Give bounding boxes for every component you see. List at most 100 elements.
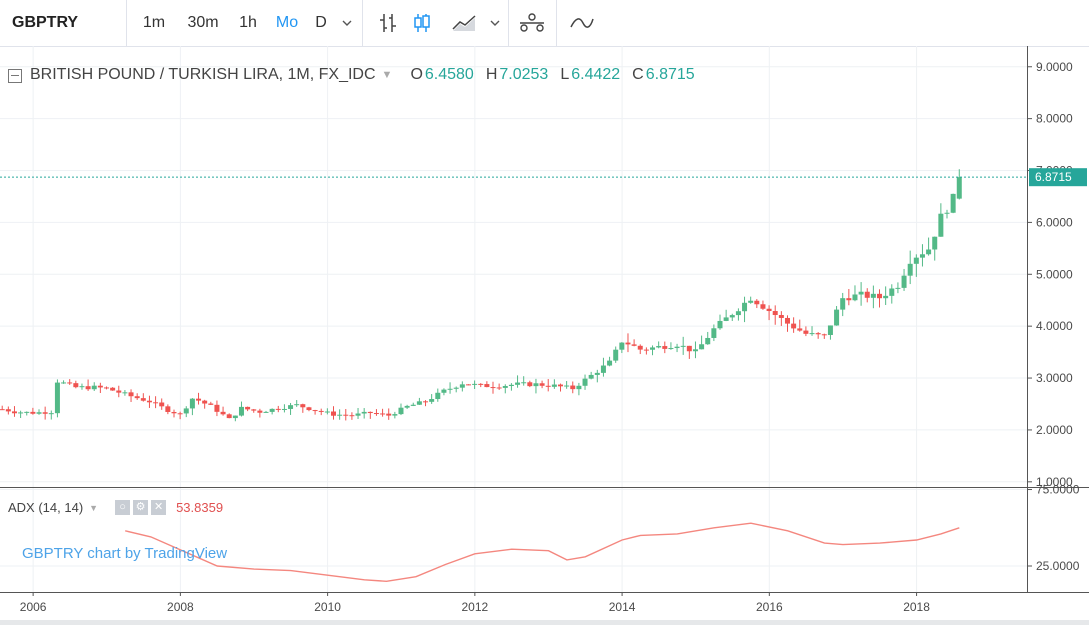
- candle-body: [717, 320, 723, 329]
- candle-body: [245, 406, 251, 410]
- close-value: 6.8715: [645, 66, 695, 83]
- axes: 1.00002.00003.00004.00005.00006.00007.00…: [0, 46, 1089, 625]
- candle-body: [907, 263, 913, 276]
- close-icon[interactable]: ✕: [151, 500, 167, 515]
- candle-body: [557, 384, 563, 387]
- chevron-down-icon[interactable]: ▼: [381, 69, 393, 81]
- low-value: 6.4422: [571, 66, 621, 83]
- time-tick-label: 2016: [756, 600, 783, 614]
- candle-body: [30, 411, 36, 414]
- candle-body: [539, 383, 545, 386]
- interval-1h[interactable]: 1h: [239, 14, 257, 31]
- chart-area[interactable]: 1.00002.00003.00004.00005.00006.00007.00…: [0, 46, 1089, 625]
- candle-body: [748, 300, 754, 303]
- time-tick-label: 2006: [20, 600, 47, 614]
- candle-body: [533, 383, 539, 387]
- gear-icon[interactable]: ⚙: [133, 500, 149, 515]
- candle-body: [349, 415, 355, 417]
- candle-body: [729, 315, 735, 318]
- indicator-legend: ADX (14, 14) ▼ ○ ⚙ ✕ 53.8359: [8, 500, 223, 515]
- candle-body: [337, 414, 343, 416]
- chevron-down-icon[interactable]: [338, 0, 356, 46]
- candle-body: [79, 386, 85, 388]
- candle-body: [251, 409, 257, 411]
- candle-body: [386, 413, 392, 416]
- candle-body: [588, 374, 594, 379]
- candle-body: [159, 402, 165, 407]
- interval-d[interactable]: D: [315, 14, 327, 31]
- candle-body: [607, 360, 613, 366]
- candle-body: [416, 401, 422, 405]
- eye-icon[interactable]: ○: [115, 500, 131, 515]
- candle-body: [797, 328, 803, 331]
- chevron-down-icon[interactable]: [486, 0, 504, 46]
- candle-body: [938, 213, 944, 237]
- candle-body: [858, 291, 864, 295]
- candle-body: [275, 408, 281, 410]
- candle-body: [570, 385, 576, 390]
- symbol-search[interactable]: GBPTRY: [12, 14, 79, 31]
- interval-mo[interactable]: Mo: [275, 14, 299, 31]
- candle-body: [257, 410, 263, 413]
- price-tick-label: 6.0000: [1036, 215, 1073, 229]
- indicator-icon[interactable]: [562, 0, 602, 46]
- candle-body: [330, 411, 336, 416]
- candle-body: [177, 413, 183, 415]
- candle-body: [742, 302, 748, 312]
- compare-icon[interactable]: [512, 0, 552, 46]
- interval-30m[interactable]: 30m: [187, 14, 219, 31]
- candle-body: [662, 346, 668, 349]
- candle-body: [619, 342, 625, 350]
- candle-body: [754, 300, 760, 305]
- candle-body: [502, 386, 508, 388]
- chevron-down-icon[interactable]: ▼: [89, 502, 99, 513]
- candle-body: [116, 390, 122, 393]
- close-label: C: [632, 66, 644, 83]
- candle-body: [165, 406, 171, 412]
- candle-body: [429, 399, 435, 402]
- candle-body: [956, 177, 962, 199]
- candle-body: [932, 236, 938, 250]
- candle-body: [901, 275, 907, 288]
- candlestick-icon[interactable]: [406, 0, 438, 46]
- candle-body: [404, 405, 410, 408]
- candle-body: [423, 401, 429, 403]
- series-title: BRITISH POUND / TURKISH LIRA, 1M, FX_IDC: [30, 66, 376, 83]
- candle-body: [674, 346, 680, 349]
- open-value: 6.4580: [424, 66, 474, 83]
- candle-body: [846, 298, 852, 301]
- candle-body: [472, 383, 478, 385]
- candle-body: [48, 413, 54, 415]
- candle-body: [189, 398, 195, 409]
- candle-body: [692, 349, 698, 352]
- candle-body: [711, 328, 717, 338]
- time-tick-label: 2008: [167, 600, 194, 614]
- candle-body: [5, 409, 11, 412]
- candle-body: [613, 349, 619, 361]
- interval-1m[interactable]: 1m: [142, 14, 166, 31]
- candle-body: [478, 383, 484, 385]
- candle-body: [214, 404, 220, 412]
- area-chart-icon[interactable]: [446, 0, 482, 46]
- candle-body: [0, 409, 5, 411]
- candle-body: [699, 344, 705, 350]
- candle-body: [551, 384, 557, 387]
- candle-body: [67, 382, 73, 384]
- candle-body: [380, 413, 386, 415]
- candle-body: [128, 392, 134, 397]
- candle-body: [564, 385, 570, 387]
- bar-chart-icon[interactable]: [372, 0, 404, 46]
- candle-body: [226, 414, 232, 419]
- collapse-icon[interactable]: [8, 69, 22, 83]
- price-tick-label: 8.0000: [1036, 112, 1073, 126]
- candle-body: [435, 392, 441, 400]
- candle-body: [852, 294, 858, 301]
- candle-body: [895, 287, 901, 289]
- candle-body: [208, 403, 214, 405]
- candle-body: [944, 212, 950, 214]
- candle-body: [815, 333, 821, 335]
- price-tick-label: 3.0000: [1036, 371, 1073, 385]
- candle-body: [490, 387, 496, 389]
- candle-body: [625, 342, 631, 345]
- candle-body: [650, 347, 656, 350]
